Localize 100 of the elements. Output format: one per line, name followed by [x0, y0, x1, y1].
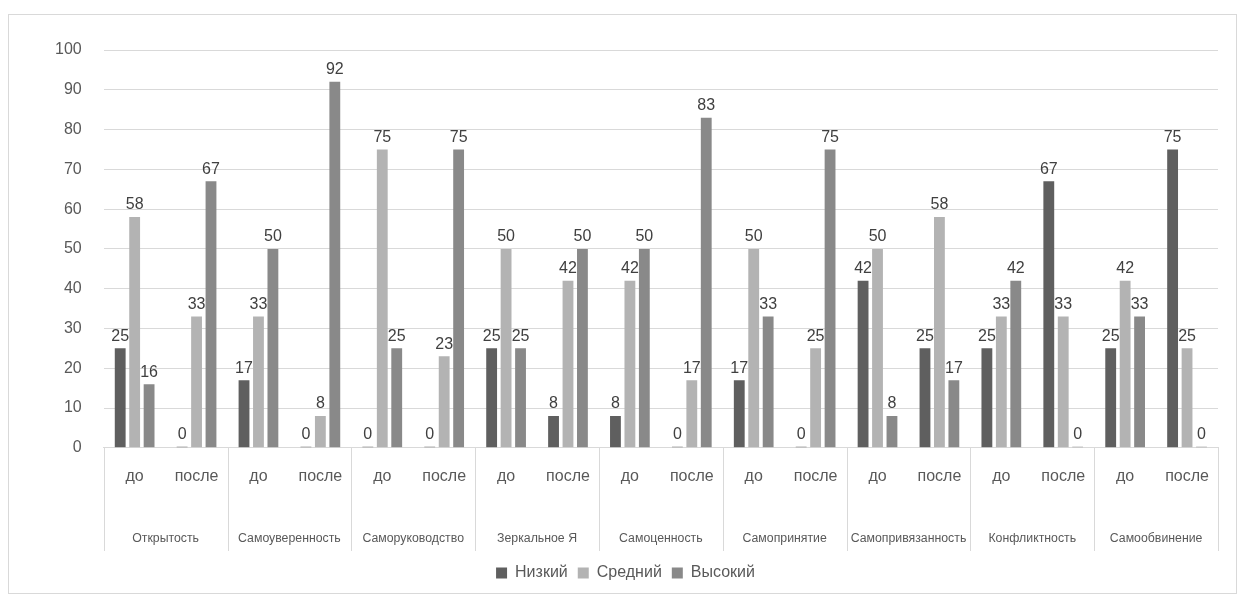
- x-tick-label: до: [125, 466, 144, 484]
- data-label: 33: [1130, 294, 1149, 312]
- bar: [700, 117, 712, 448]
- bar: [238, 380, 250, 448]
- data-label: 33: [187, 294, 206, 312]
- bar: [857, 280, 869, 448]
- data-label: 50: [573, 227, 592, 245]
- bar: [610, 415, 621, 448]
- x-tick-label: до: [744, 466, 763, 484]
- bar: [562, 280, 574, 448]
- bar: [1134, 316, 1145, 448]
- text: Самоценность: [619, 531, 703, 546]
- data-label: 0: [1073, 425, 1083, 443]
- bar: [1043, 181, 1055, 448]
- data-label: 92: [325, 60, 344, 78]
- data-label: 8: [887, 394, 897, 412]
- data-label: 23: [435, 334, 454, 352]
- y-tick-label: 80: [63, 119, 82, 137]
- data-label: 25: [806, 326, 825, 344]
- data-label: 58: [125, 195, 144, 213]
- text: Самопривязанность: [850, 531, 967, 546]
- y-tick-label: 30: [63, 318, 82, 336]
- data-label: 50: [497, 227, 516, 245]
- bar: [762, 316, 774, 448]
- bar: [638, 248, 650, 448]
- bar: [1167, 149, 1179, 448]
- bar: [919, 348, 931, 448]
- y-tick-label: 90: [63, 80, 82, 98]
- data-label: 0: [177, 425, 187, 443]
- data-label: 50: [635, 227, 654, 245]
- bar: [114, 348, 126, 448]
- data-label: 25: [511, 326, 530, 344]
- data-label: 58: [930, 195, 949, 213]
- data-label: 8: [549, 394, 559, 412]
- bar: [548, 415, 559, 448]
- x-tick-label: до: [868, 466, 887, 484]
- data-label: 0: [672, 425, 682, 443]
- bar: [486, 348, 498, 448]
- bar: [129, 217, 141, 448]
- bar: [948, 380, 960, 448]
- bar: [500, 248, 512, 448]
- data-label: 75: [1163, 127, 1182, 145]
- bar: [1057, 316, 1069, 448]
- bar: [872, 248, 883, 448]
- data-label: 17: [235, 358, 254, 376]
- bar: [686, 380, 698, 448]
- text: Конфликтность: [988, 531, 1077, 546]
- y-tick-label: 40: [63, 279, 82, 297]
- x-tick-label: после: [1041, 466, 1086, 484]
- bar: [934, 217, 945, 448]
- data-label: 33: [992, 294, 1011, 312]
- bar: [143, 384, 155, 448]
- data-label: 25: [1178, 326, 1197, 344]
- bar: [376, 149, 388, 448]
- text: Самообвинение: [1109, 531, 1203, 546]
- y-tick-label: 50: [63, 239, 82, 257]
- data-label: 25: [977, 326, 996, 344]
- bar: [733, 380, 745, 448]
- x-tick-label: после: [298, 466, 343, 484]
- x-tick-label: до: [1116, 466, 1135, 484]
- data-label: 25: [387, 326, 406, 344]
- data-label: 0: [1197, 425, 1207, 443]
- bar: [515, 348, 526, 448]
- bar: [810, 348, 822, 448]
- x-tick-label: после: [422, 466, 467, 484]
- x-tick-label: до: [249, 466, 268, 484]
- y-tick-label: 20: [63, 358, 82, 376]
- data-label: 33: [1054, 294, 1073, 312]
- x-tick-label: после: [174, 466, 219, 484]
- text: Самопринятие: [742, 531, 827, 546]
- data-label: 42: [1006, 259, 1025, 277]
- data-label: 17: [730, 358, 749, 376]
- data-label: 83: [697, 96, 716, 114]
- x-tick-label: до: [496, 466, 516, 484]
- x-tick-label: после: [546, 466, 590, 484]
- text: Самоуверенность: [238, 531, 341, 546]
- data-label: 0: [363, 425, 373, 443]
- x-tick-label: до: [992, 466, 1011, 484]
- bar: [1119, 280, 1131, 448]
- x-tick-label: до: [620, 466, 640, 484]
- data-label: 16: [140, 362, 159, 380]
- bar: [191, 316, 202, 448]
- bar: [577, 248, 588, 448]
- bar: [314, 415, 326, 448]
- data-label: 75: [373, 127, 392, 145]
- x-tick-label: после: [1165, 466, 1210, 484]
- data-label: 25: [1101, 326, 1120, 344]
- data-label: 42: [1116, 259, 1135, 277]
- bar: [886, 415, 898, 448]
- data-label: 33: [249, 294, 268, 312]
- bar: [253, 316, 264, 448]
- data-label: 67: [202, 159, 220, 177]
- data-label: 42: [854, 259, 873, 277]
- data-label: 75: [821, 127, 840, 145]
- x-tick-label: после: [917, 466, 962, 484]
- x-tick-label: после: [669, 466, 714, 484]
- bar: [624, 280, 636, 448]
- y-tick-label: 60: [63, 199, 82, 217]
- data-label: 8: [315, 394, 325, 412]
- data-label: 17: [682, 358, 701, 376]
